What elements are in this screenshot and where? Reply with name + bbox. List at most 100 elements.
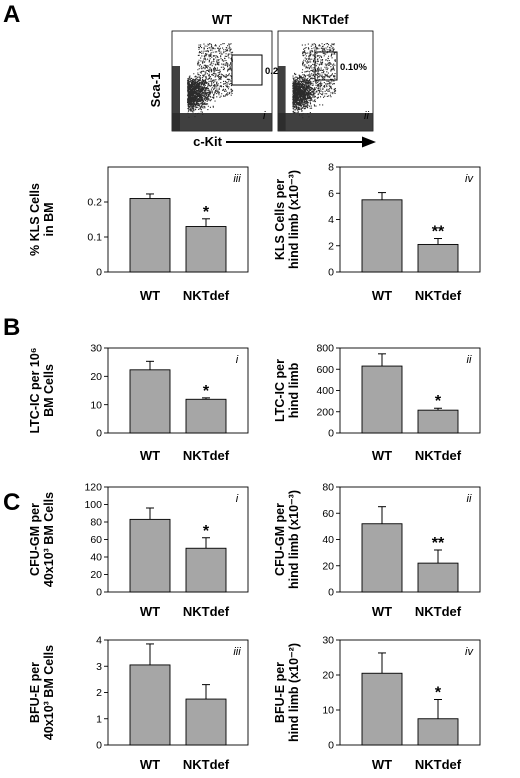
- subpanel-label: iii: [233, 646, 241, 658]
- y-tick-label: 6: [328, 188, 334, 200]
- significance-marker: **: [432, 224, 445, 241]
- panel-letter-c: C: [3, 489, 20, 516]
- plot-frame: [107, 486, 249, 593]
- y-tick-label: 8: [328, 162, 334, 174]
- plot-frame: [339, 486, 481, 593]
- y-tick-label: 80: [322, 482, 334, 494]
- y-tick-label: 600: [316, 364, 334, 376]
- category-label: WT: [140, 757, 160, 772]
- significance-marker: *: [203, 523, 210, 540]
- bar-chart-c-ii: 0 20 40 60 80 WT ** NKTdef ii CFU-GM per hind limb…: [273, 482, 481, 619]
- category-label: WT: [372, 757, 392, 772]
- panel-letter-a: A: [3, 1, 20, 28]
- bar-nktdef: [417, 718, 459, 746]
- subpanel-label: i: [236, 493, 239, 505]
- significance-marker: *: [435, 393, 442, 410]
- significance-marker: *: [435, 685, 442, 702]
- y-tick-label: 0: [96, 428, 102, 440]
- bar-wt: [361, 199, 403, 273]
- flow-plot-sub: ii: [364, 110, 369, 122]
- y-axis-label: 40x10³ BM Cells: [42, 645, 56, 740]
- flow-plot-sub: i: [263, 110, 266, 122]
- bar-nktdef: [417, 243, 459, 273]
- bar-wt: [129, 198, 171, 273]
- y-tick-label: 30: [90, 343, 102, 355]
- flow-dot-cloud: [278, 43, 373, 131]
- y-tick-label: 2: [96, 687, 102, 699]
- flow-gate-percent: 0.10%: [340, 62, 367, 73]
- y-tick-label: 0: [328, 267, 334, 279]
- y-tick-label: 4: [328, 214, 334, 226]
- y-tick-label: 4: [96, 635, 102, 647]
- y-tick-label: 0: [96, 740, 102, 752]
- y-tick-label: 20: [90, 371, 102, 383]
- y-tick-label: 200: [316, 406, 334, 418]
- bar-nktdef: [417, 562, 459, 593]
- flow-gate: [231, 54, 263, 86]
- category-label: WT: [372, 604, 392, 619]
- y-tick-label: 0.2: [87, 197, 102, 209]
- y-tick-label: 10: [90, 399, 102, 411]
- subpanel-label: iv: [465, 173, 474, 185]
- subpanel-label: iii: [233, 173, 241, 185]
- subpanel-label: ii: [467, 493, 472, 505]
- flow-plot-2: NKTdef 0.10% ii: [277, 12, 374, 132]
- subpanel-label: ii: [467, 354, 472, 366]
- y-axis-label: BFU-E per: [28, 662, 42, 723]
- plot-frame: [107, 347, 249, 434]
- y-axis-label: LTC-IC per 10⁶: [28, 347, 42, 433]
- y-axis-label: 40x10³ BM Cells: [42, 492, 56, 587]
- plot-frame: [339, 166, 481, 273]
- category-label: NKTdef: [415, 604, 462, 619]
- y-tick-label: 30: [322, 635, 334, 647]
- bar-chart-b-i: 0 10 20 30 WT * NKTdef i LTC-IC per 10⁶ BM Cells: [28, 343, 249, 463]
- bar-wt: [361, 672, 403, 746]
- y-tick-label: 800: [316, 343, 334, 355]
- bar-chart-c-iv: 0 10 20 30 WT * NKTdef iv BFU-E per hind limb (x1…: [273, 635, 481, 772]
- bar-nktdef: [185, 698, 227, 746]
- category-label: NKTdef: [183, 757, 230, 772]
- category-label: WT: [140, 604, 160, 619]
- y-tick-label: 0: [96, 267, 102, 279]
- y-axis-label: in BM: [42, 202, 56, 236]
- bar-chart-b-ii: 0 200 400 600 800 WT * NKTdef ii LTC-IC per hind l…: [273, 343, 481, 463]
- y-tick-label: 0.1: [87, 232, 102, 244]
- y-axis-label: hind limb: [287, 362, 301, 418]
- category-label: NKTdef: [415, 288, 462, 303]
- bar-chart-c-iii: 0 1 2 3 4 WT NKTdef iii BFU-E per 40x10³ BM Cells: [28, 635, 249, 772]
- plot-frame: [339, 347, 481, 434]
- y-tick-label: 60: [90, 534, 102, 546]
- significance-marker: *: [203, 204, 210, 221]
- y-axis-label: hind limb (x10⁻²): [287, 643, 301, 742]
- y-axis-label: LTC-IC per: [273, 359, 287, 422]
- flow-xaxis-arrow: [226, 136, 376, 148]
- y-axis-label: hind limb (x10⁻³): [287, 170, 301, 269]
- y-tick-label: 10: [322, 705, 334, 717]
- category-label: WT: [372, 288, 392, 303]
- bar-nktdef: [417, 409, 459, 434]
- flow-plot-1: WT0.20%i: [171, 12, 292, 132]
- flow-ylabel: Sca-1: [148, 73, 163, 108]
- y-tick-label: 40: [90, 552, 102, 564]
- category-label: WT: [140, 288, 160, 303]
- y-tick-label: 0: [328, 587, 334, 599]
- flow-xlabel: c-Kit: [193, 134, 223, 149]
- bar-wt: [361, 523, 403, 593]
- category-label: WT: [372, 448, 392, 463]
- y-tick-label: 20: [90, 569, 102, 581]
- y-tick-label: 20: [322, 560, 334, 572]
- bar-wt: [129, 518, 171, 593]
- bar-nktdef: [185, 398, 227, 434]
- y-tick-label: 20: [322, 670, 334, 682]
- panel-letter-b: B: [3, 314, 20, 341]
- y-tick-label: 80: [90, 517, 102, 529]
- subpanel-label: iv: [465, 646, 474, 658]
- y-tick-label: 40: [322, 534, 334, 546]
- flow-plot-title: WT: [212, 12, 232, 27]
- y-axis-label: KLS Cells per: [273, 179, 287, 260]
- category-label: NKTdef: [183, 604, 230, 619]
- y-axis-label: % KLS Cells: [28, 183, 42, 256]
- plot-frame: [107, 639, 249, 746]
